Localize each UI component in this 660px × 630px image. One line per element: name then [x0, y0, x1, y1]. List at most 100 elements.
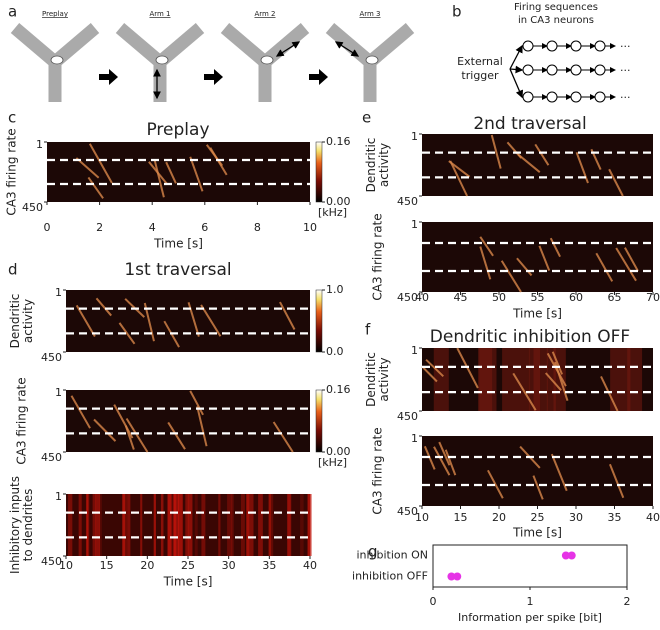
neuron — [594, 64, 606, 76]
heatmap-texture — [425, 358, 444, 378]
x-tick-label: 0 — [430, 595, 437, 608]
y-axis-label: activity — [377, 143, 391, 187]
heatmap-texture — [93, 418, 117, 442]
heatmap-texture — [86, 494, 89, 556]
step-arrow — [99, 69, 118, 85]
trigger-label: trigger — [461, 69, 499, 82]
heatmap-texture — [268, 494, 272, 556]
run-arrow — [334, 41, 360, 57]
heatmap-texture — [160, 494, 164, 556]
heatmap-texture — [532, 475, 544, 500]
colorbar — [315, 141, 323, 203]
y-axis-label: CA3 firing rate — [371, 427, 385, 514]
panel-letter: g — [368, 543, 378, 561]
heatmap-texture — [487, 469, 504, 499]
x-tick-label: 8 — [254, 221, 261, 234]
x-tick-label: 10 — [59, 559, 73, 572]
maze-arm — [155, 23, 205, 67]
panel-letter: b — [452, 3, 462, 21]
heatmap-texture — [87, 176, 104, 199]
heatmap-texture — [506, 141, 523, 159]
heatmap-texture — [595, 252, 614, 282]
point — [561, 551, 570, 560]
heatmap-texture — [490, 134, 502, 169]
heatmap-texture — [546, 352, 567, 387]
neuron — [546, 40, 558, 52]
maze-arm — [365, 23, 415, 67]
x-tick-label: 40 — [415, 291, 429, 304]
x-tick-label: 60 — [569, 291, 583, 304]
maze-arm — [10, 23, 60, 67]
y-tick-label: inhibition OFF — [352, 570, 428, 583]
heatmap-texture — [438, 441, 451, 466]
chart-title: Preplay — [146, 120, 209, 140]
mouse — [50, 55, 64, 65]
heatmap-texture — [608, 168, 624, 197]
panel-letter: d — [8, 261, 18, 279]
ellipsis: ... — [620, 88, 631, 101]
heatmap-texture — [575, 151, 589, 184]
trigger-label: External — [457, 55, 503, 68]
panel-letter: e — [362, 109, 371, 127]
heatmap-texture — [600, 375, 619, 412]
heatmap-texture — [538, 245, 551, 271]
y-tick-label: 1 — [411, 130, 418, 143]
chart-title: Dendritic inhibition OFF — [430, 327, 630, 347]
y-axis-label: activity — [21, 299, 35, 343]
mouse — [155, 55, 169, 65]
diagram-title: in CA3 neurons — [518, 15, 594, 26]
heatmap-texture — [240, 494, 245, 556]
mouse — [365, 55, 379, 65]
heatmap-texture — [85, 494, 89, 556]
heatmap-texture — [500, 260, 522, 293]
heatmap-texture — [113, 404, 134, 439]
x-tick-label: 4 — [149, 221, 156, 234]
x-tick-label: 50 — [492, 291, 506, 304]
maze-arm — [115, 23, 165, 67]
heatmap-texture — [174, 494, 179, 556]
heatmap — [422, 436, 653, 506]
heatmap-texture — [75, 304, 96, 338]
x-tick-label: 30 — [569, 511, 583, 524]
heatmap-texture — [153, 494, 156, 556]
heatmap-texture — [167, 421, 186, 450]
neuron — [522, 40, 534, 52]
y-tick-label: 450 — [397, 505, 418, 518]
heatmap-texture — [70, 395, 91, 429]
neuron — [522, 64, 534, 76]
heatmap-texture — [177, 494, 183, 556]
maze-label: Arm 2 — [254, 10, 275, 18]
heatmap-texture — [200, 304, 222, 337]
neuron — [546, 64, 558, 76]
y-tick-label: 1 — [55, 386, 62, 399]
y-tick-label: 450 — [22, 201, 43, 214]
neuron — [570, 40, 582, 52]
heatmap-texture — [534, 143, 550, 166]
heatmap — [47, 142, 310, 202]
point — [447, 572, 456, 581]
heatmap-texture — [201, 494, 206, 556]
heatmap-texture — [516, 257, 533, 277]
heatmap-texture — [218, 494, 221, 556]
heatmap-texture — [122, 494, 126, 556]
x-tick-label: 6 — [201, 221, 208, 234]
maze-label: Arm 1 — [149, 10, 170, 18]
ellipsis: ... — [620, 37, 631, 50]
heatmap-texture — [148, 161, 168, 185]
y-tick-label: 1 — [411, 344, 418, 357]
x-tick-label: 0 — [44, 221, 51, 234]
y-tick-label: 1 — [55, 286, 62, 299]
heatmap — [66, 390, 310, 452]
chart-title: 2nd traversal — [473, 114, 586, 134]
heatmap-texture — [615, 247, 637, 282]
run-arrow — [275, 41, 301, 57]
point — [453, 572, 462, 581]
neuron — [522, 91, 534, 103]
colorbar-label: [kHz] — [318, 206, 347, 219]
heatmap-texture — [140, 494, 143, 556]
colorbar-tick-label: 0.00 — [326, 445, 351, 458]
heatmap-texture — [196, 406, 208, 447]
plot-frame — [432, 544, 628, 588]
y-tick-label: 450 — [41, 555, 62, 568]
